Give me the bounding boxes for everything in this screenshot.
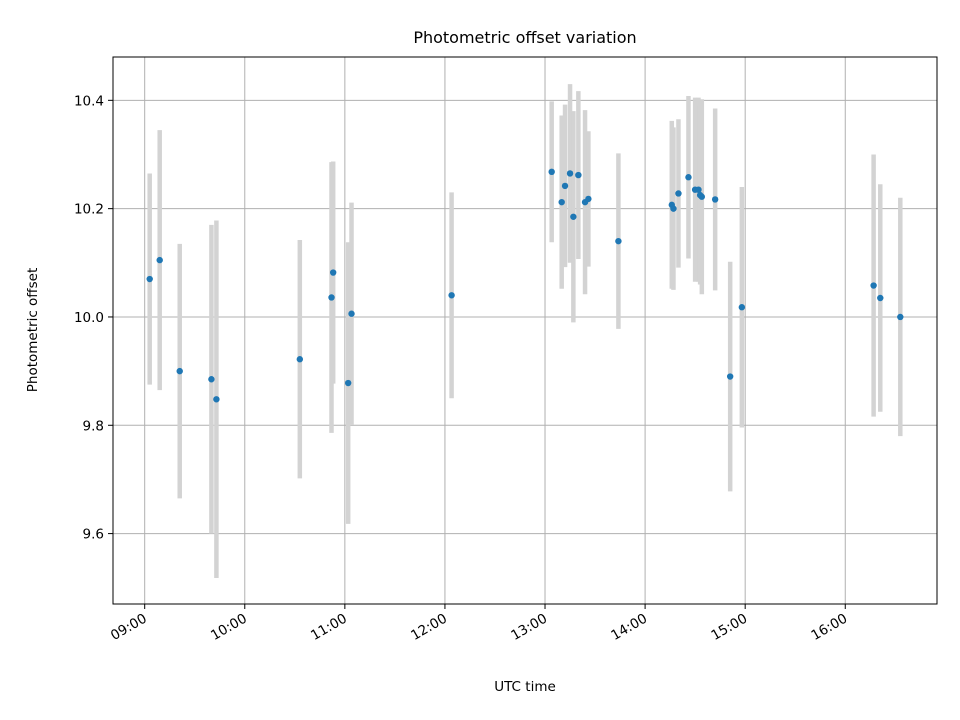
error-bars [147,84,903,579]
data-point [566,170,574,177]
y-tick-label: 10.4 [74,93,104,109]
chart-title: Photometric offset variation [413,28,636,47]
y-tick-label: 9.6 [83,527,104,543]
data-point [561,182,569,190]
y-tick-label: 10.2 [74,202,104,218]
x-axis-ticks: 09:00 10:00 11:00 12:00 13:00 14:00 15:00 16:00 [108,604,850,644]
data-point [156,256,163,264]
data-point [685,174,692,181]
data-point [296,356,304,363]
x-tick-label: 14:00 [608,611,650,644]
data-point [328,294,335,301]
x-tick-label: 15:00 [708,611,750,644]
y-axis-ticks: 9.6 9.8 10.0 10.2 10.4 [74,93,113,543]
x-axis-label: UTC time [494,679,556,695]
data-point [448,292,455,299]
data-point [585,195,592,203]
data-point [146,275,153,283]
data-point [675,190,682,197]
data-point [208,376,215,383]
data-point [711,196,719,203]
y-axis-label: Photometric offset [25,268,41,392]
x-tick-label: 13:00 [508,611,550,644]
y-tick-label: 9.8 [83,418,104,434]
y-tick-label: 10.0 [74,310,104,326]
data-point [329,269,337,276]
data-points [146,168,904,403]
x-tick-label: 09:00 [108,611,150,644]
data-point [575,171,582,179]
data-point [870,282,877,289]
data-point [726,373,734,380]
data-point [213,396,220,403]
x-tick-label: 10:00 [208,611,250,644]
data-point [877,294,884,302]
data-point [570,213,577,220]
data-point [695,186,702,193]
plot-frame [112,56,938,605]
data-point [558,198,565,206]
x-tick-label: 16:00 [809,611,851,644]
data-point [548,168,555,176]
data-point [615,237,622,245]
data-point [738,304,746,311]
data-point [698,193,706,200]
data-point [176,367,183,375]
data-point [897,313,904,321]
data-point [344,379,352,387]
x-tick-label: 11:00 [308,611,350,644]
data-point [348,310,355,317]
data-point [670,205,677,212]
x-tick-label: 12:00 [408,611,450,644]
grid [113,57,937,604]
